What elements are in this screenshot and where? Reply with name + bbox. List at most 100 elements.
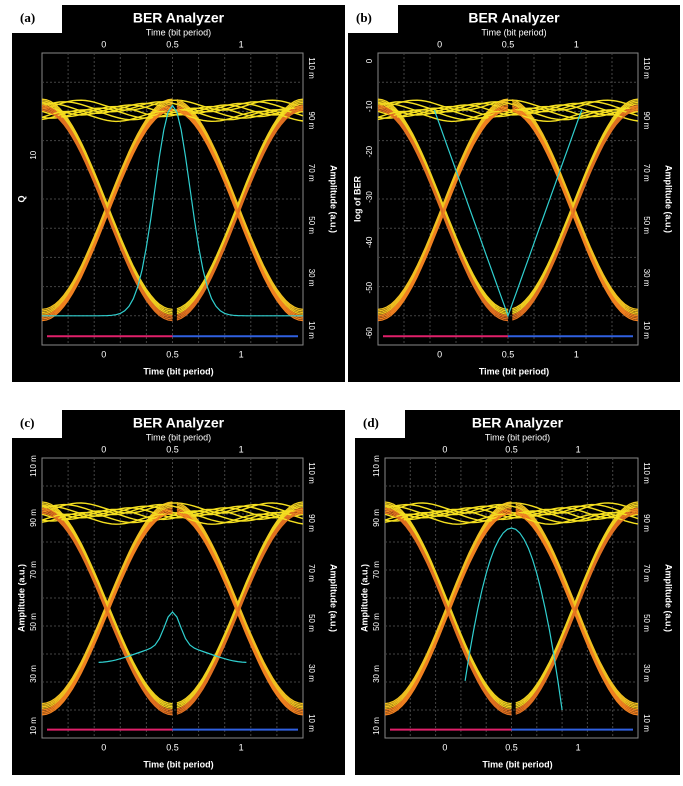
right-axis-label: Amplitude (a.u.) <box>664 564 674 632</box>
bottom-axis-label: Time (bit period) <box>143 366 213 376</box>
right-tick-label: 90 m <box>307 112 316 130</box>
top-tick-label: 0.5 <box>166 39 179 49</box>
panel-title: BER Analyzer <box>472 415 564 431</box>
top-axis-label: Time (bit period) <box>146 27 211 37</box>
eye-trace <box>41 101 304 113</box>
panel-label: (d) <box>363 415 379 430</box>
left-tick-label: -60 <box>365 327 374 339</box>
top-axis-label: Time (bit period) <box>146 432 211 442</box>
panel-label: (a) <box>20 10 35 25</box>
right-tick-label: 50 m <box>642 614 651 632</box>
label-box <box>348 5 398 33</box>
bottom-axis-label: Time (bit period) <box>479 366 549 376</box>
bottom-tick-label: 0 <box>101 742 106 752</box>
right-tick-label: 110 m <box>307 57 316 79</box>
panel-title: BER Analyzer <box>133 415 225 431</box>
bottom-axis-label: Time (bit period) <box>482 759 552 769</box>
eye-trace <box>377 110 639 123</box>
eye-trace <box>384 508 639 521</box>
left-axis-label: Q <box>16 195 26 202</box>
top-tick-label: 1 <box>574 39 579 49</box>
eye-trace <box>41 505 304 517</box>
left-tick-label: 10 m <box>29 717 38 735</box>
right-tick-label: 50 m <box>307 216 316 234</box>
panel-label: (b) <box>356 10 372 25</box>
left-axis-label: Amplitude (a.u.) <box>359 564 369 632</box>
label-box <box>12 5 62 33</box>
eye-trace <box>176 512 304 715</box>
bottom-tick-label: 1 <box>239 742 244 752</box>
panel-title: BER Analyzer <box>133 10 225 26</box>
eye-trace <box>384 512 512 716</box>
eye-trace <box>515 513 639 716</box>
right-tick-label: 110 m <box>642 462 651 484</box>
top-tick-label: 0.5 <box>166 444 179 454</box>
right-tick-label: 30 m <box>642 664 651 682</box>
left-tick-label: -10 <box>365 100 374 112</box>
bottom-tick-label: 0 <box>437 349 442 359</box>
top-tick-label: 1 <box>239 444 244 454</box>
right-axis-label: Amplitude (a.u.) <box>664 165 674 233</box>
eye-trace <box>384 503 639 516</box>
right-tick-label: 110 m <box>642 57 651 79</box>
ber-curve <box>464 527 563 711</box>
eye-trace <box>176 110 304 322</box>
eye-trace <box>512 109 639 321</box>
bottom-tick-label: 0 <box>442 742 447 752</box>
top-tick-label: 1 <box>576 444 581 454</box>
bottom-tick-label: 0.5 <box>166 349 179 359</box>
panel-title: BER Analyzer <box>468 10 560 26</box>
bottom-axis-label: Time (bit period) <box>143 759 213 769</box>
eye-trace <box>41 105 304 118</box>
left-tick-label: 10 m <box>372 717 381 735</box>
bottom-tick-label: 0.5 <box>502 349 515 359</box>
left-tick-label: 90 m <box>29 509 38 527</box>
right-tick-label: 50 m <box>642 216 651 234</box>
top-tick-label: 0 <box>101 444 106 454</box>
right-tick-label: 70 m <box>307 164 316 182</box>
right-tick-label: 90 m <box>307 514 316 532</box>
top-tick-label: 0.5 <box>505 444 518 454</box>
right-axis-label: Amplitude (a.u.) <box>329 165 339 233</box>
ber-curve <box>433 109 583 318</box>
right-tick-label: 90 m <box>642 514 651 532</box>
right-tick-label: 30 m <box>642 269 651 287</box>
eye-trace <box>377 109 509 322</box>
top-tick-label: 0.5 <box>502 39 515 49</box>
right-tick-label: 10 m <box>307 714 316 732</box>
panel-label: (c) <box>20 415 34 430</box>
left-tick-label: -20 <box>365 145 374 157</box>
right-tick-label: 90 m <box>642 112 651 130</box>
left-tick-label: 70 m <box>29 561 38 579</box>
eye-trace <box>384 505 639 517</box>
eye-trace <box>377 105 639 118</box>
eye-trace <box>176 109 304 321</box>
ber-curve <box>98 611 247 663</box>
bottom-tick-label: 1 <box>239 349 244 359</box>
left-axis-label: Amplitude (a.u.) <box>16 564 26 632</box>
right-axis-label: Amplitude (a.u.) <box>329 564 339 632</box>
label-box <box>355 410 405 438</box>
top-axis-label: Time (bit period) <box>485 432 550 442</box>
right-tick-label: 30 m <box>307 269 316 287</box>
top-tick-label: 0 <box>437 39 442 49</box>
top-tick-label: 0 <box>101 39 106 49</box>
left-tick-label: 50 m <box>372 613 381 631</box>
eye-trace <box>377 101 639 113</box>
eye-trace <box>41 109 173 322</box>
top-tick-label: 1 <box>239 39 244 49</box>
left-tick-label: 30 m <box>372 665 381 683</box>
bottom-tick-label: 0 <box>101 349 106 359</box>
right-tick-label: 30 m <box>307 664 316 682</box>
left-tick-label: 70 m <box>372 561 381 579</box>
left-tick-label: 0 <box>365 58 374 63</box>
left-tick-label: 50 m <box>29 613 38 631</box>
eye-trace <box>512 110 639 322</box>
right-tick-label: 50 m <box>307 614 316 632</box>
right-tick-label: 10 m <box>642 714 651 732</box>
